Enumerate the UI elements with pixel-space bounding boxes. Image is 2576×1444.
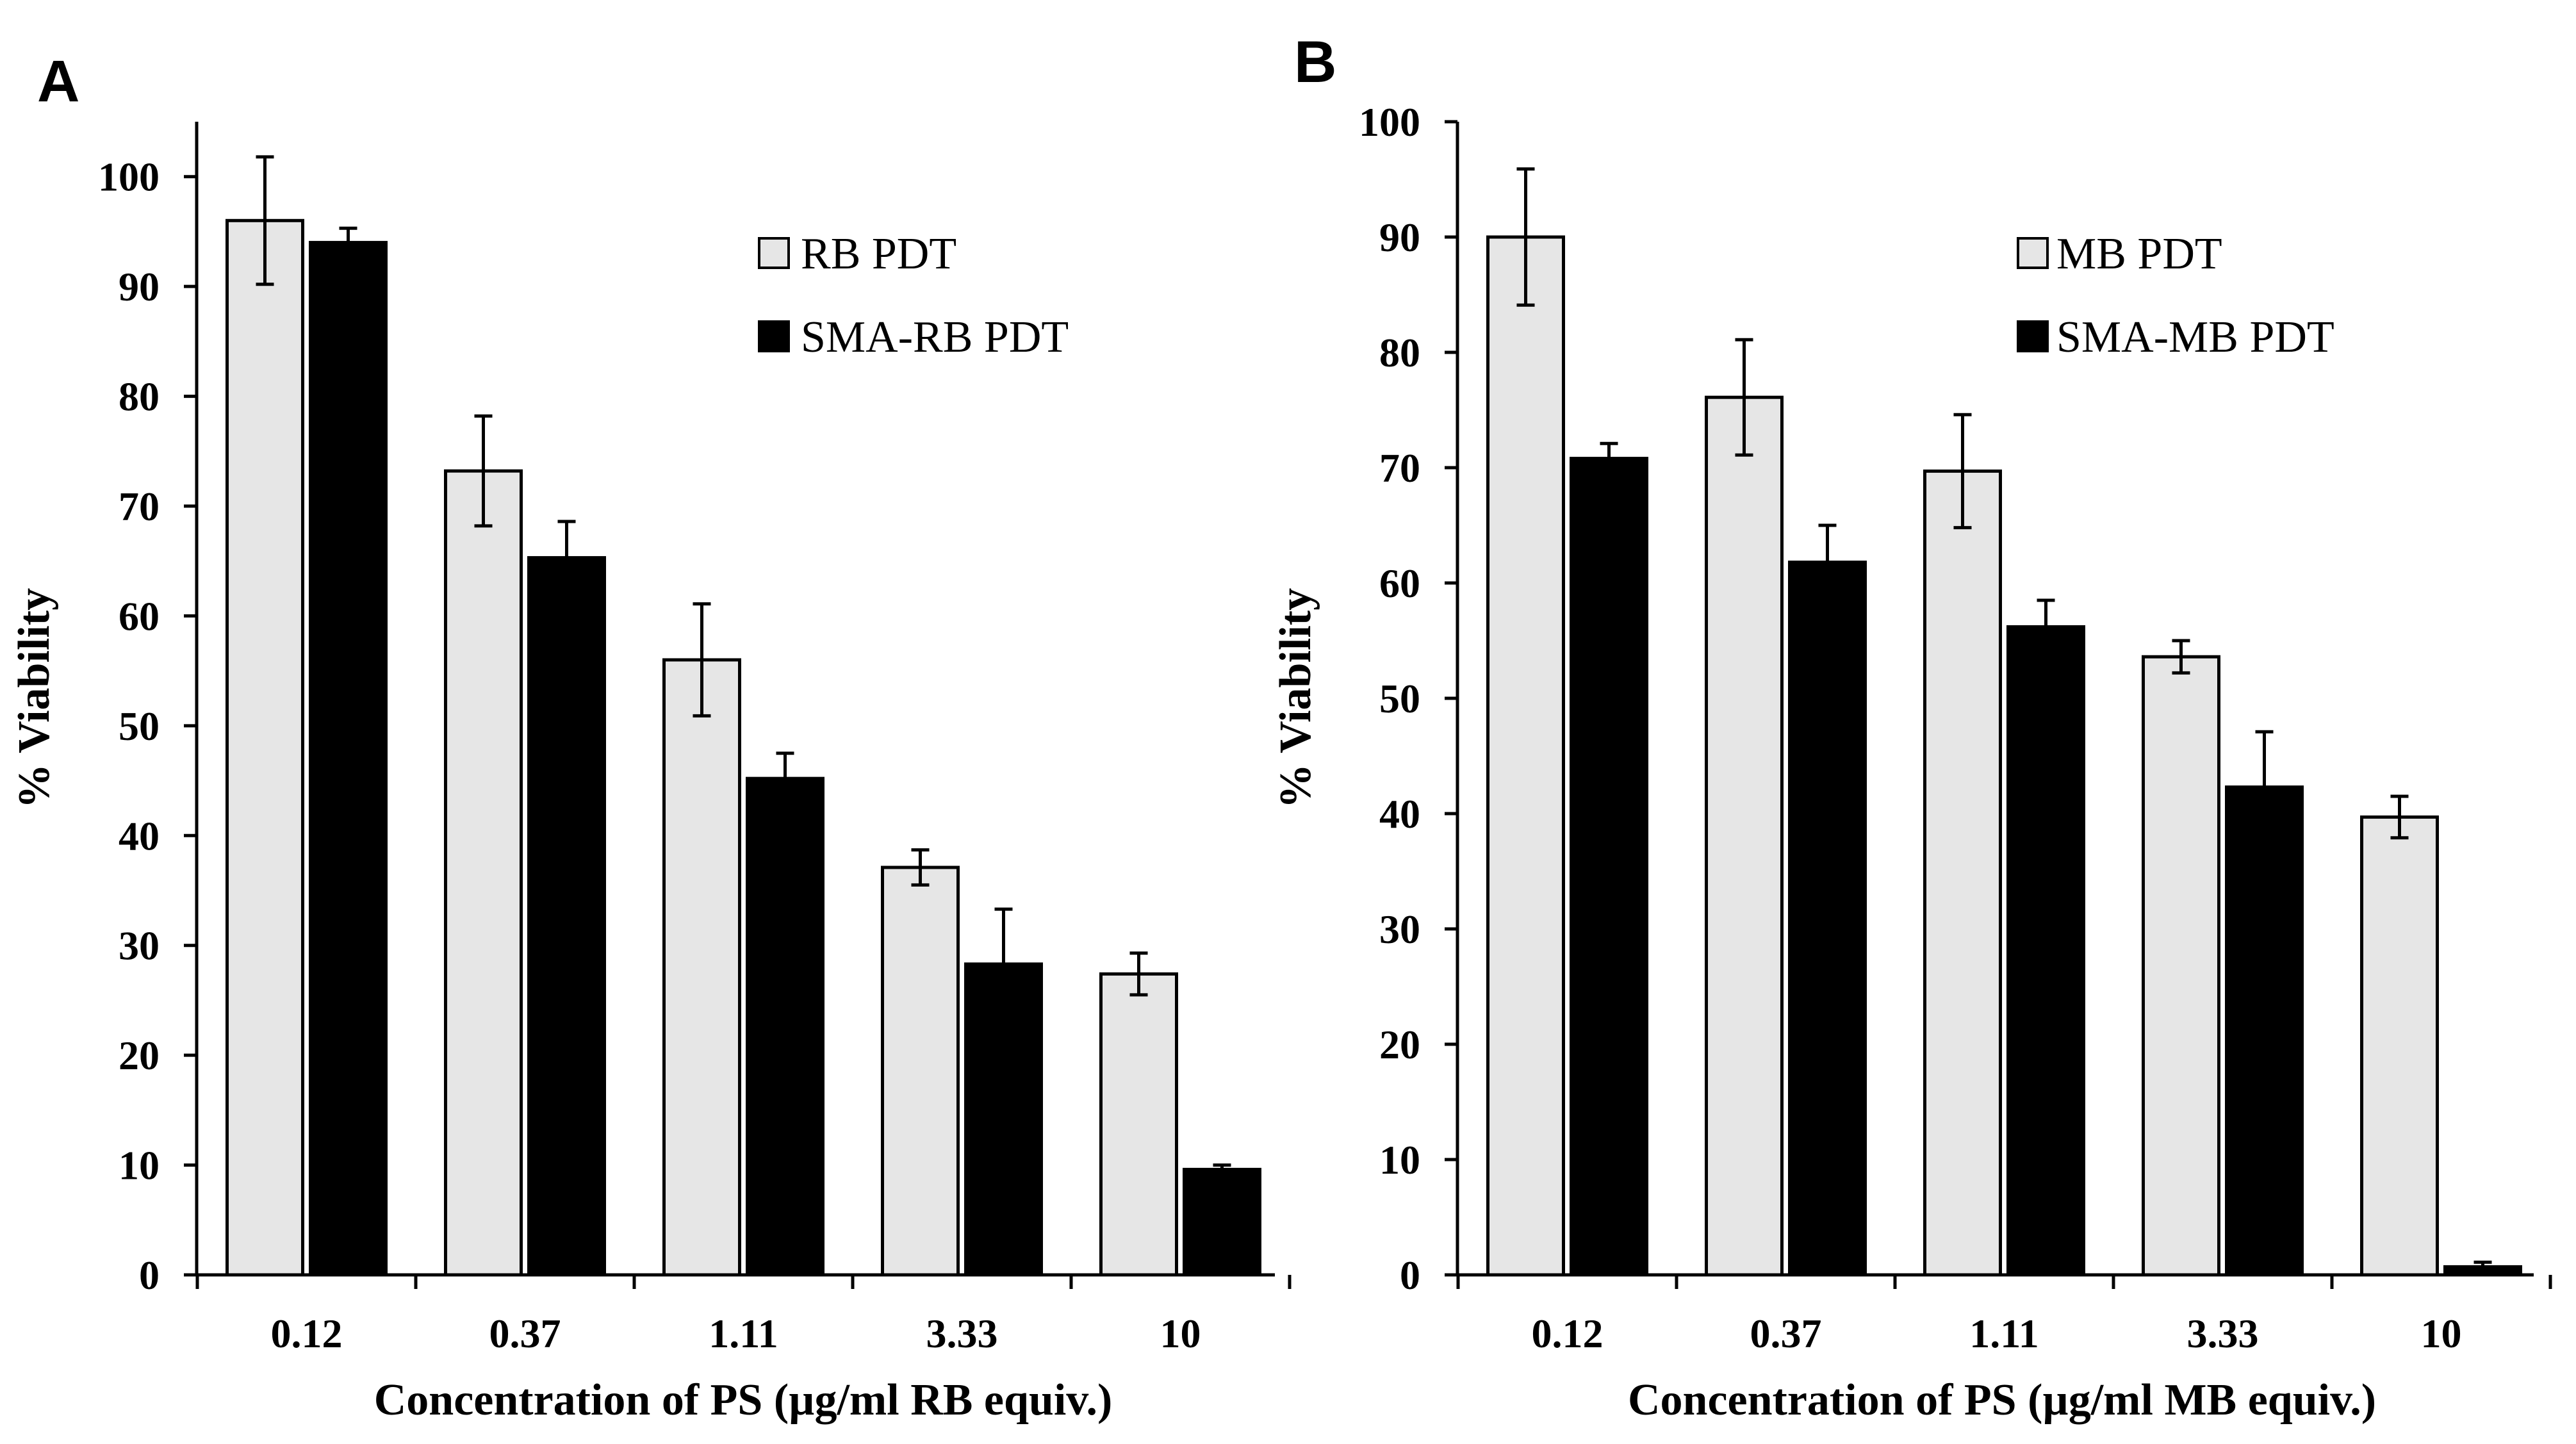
panel-a-legend: RB PDT SMA-RB PDT xyxy=(758,229,1069,362)
panel-b-x-tick-label: 10 xyxy=(2421,1311,2462,1356)
panel-b-x-tick-label: 1.11 xyxy=(1969,1311,2039,1356)
panel-b-y-tick-label: 80 xyxy=(1379,330,1420,375)
panel-b-y-tick-label: 10 xyxy=(1379,1137,1420,1183)
panel-a-y-tick-label: 30 xyxy=(119,923,160,969)
panel-a-x-tick-label: 0.37 xyxy=(489,1311,561,1356)
panel-a-x-tick-label: 3.33 xyxy=(926,1311,998,1356)
panel-a-y-tick-label: 90 xyxy=(119,264,160,309)
panel-b-legend-label-1: SMA-MB PDT xyxy=(2056,313,2334,362)
panel-b-bar-s0-c0 xyxy=(1486,235,1565,1277)
panel-a-y-tick-label: 100 xyxy=(98,154,160,200)
panel-a-bar-s0-c1 xyxy=(444,469,523,1277)
panel-b-chart: B 0 10 20 30 40 50 60 70 80 90 100 0.12 0.37 1.11 3.33… xyxy=(1271,29,2552,1425)
panel-a-bar-s1-c0 xyxy=(309,241,388,1277)
panel-a-y-tick-label: 60 xyxy=(119,593,160,639)
panel-b-bar-s0-c2 xyxy=(1923,469,2002,1277)
panel-b-x-tick-label: 0.12 xyxy=(1532,1311,1604,1356)
panel-b-y-axis-title: % Viability xyxy=(1271,588,1320,808)
panel-a-x-axis-title: Concentration of PS (µg/ml RB equiv.) xyxy=(374,1375,1113,1425)
panel-a-y-tick-label: 20 xyxy=(119,1033,160,1078)
panel-a-y-tick-label: 10 xyxy=(119,1143,160,1188)
panel-a-bar-s0-c3 xyxy=(881,866,960,1277)
panel-b-bar-s0-c4 xyxy=(2360,815,2439,1277)
panel-a-legend-swatch-1 xyxy=(758,320,790,352)
panel-a-legend-swatch-0 xyxy=(758,237,790,269)
panel-b-y-tick-label: 20 xyxy=(1379,1022,1420,1067)
panel-b-x-tick-label: 0.37 xyxy=(1750,1311,1822,1356)
panel-a-legend-label-1: SMA-RB PDT xyxy=(801,313,1069,362)
panel-a-y-axis-title: % Viability xyxy=(10,588,59,808)
panel-a-bar-s0-c2 xyxy=(662,658,741,1277)
panel-b-x-axis-title: Concentration of PS (µg/ml MB equiv.) xyxy=(1628,1375,2376,1425)
panel-a-bar-s1-c2 xyxy=(746,776,824,1277)
panel-b-legend-swatch-1 xyxy=(2017,320,2049,352)
panel-b-bar-s0-c3 xyxy=(2142,655,2220,1277)
panel-a-bar-s1-c1 xyxy=(527,556,606,1277)
panel-b-y-tick-label: 100 xyxy=(1359,99,1420,145)
panel-a-bar-s0-c4 xyxy=(1099,972,1178,1277)
panel-b-y-tick-label: 90 xyxy=(1379,215,1420,260)
panel-b-y-tick-label: 60 xyxy=(1379,561,1420,606)
panel-a-x-tick-label: 10 xyxy=(1160,1311,1201,1356)
panel-b-y-tick-label: 50 xyxy=(1379,676,1420,721)
panel-a-x-tick-label: 0.12 xyxy=(271,1311,343,1356)
panel-b-x-tick-label: 3.33 xyxy=(2187,1311,2259,1356)
panel-b-legend-label-0: MB PDT xyxy=(2056,229,2222,279)
panel-a-y-tick-label: 80 xyxy=(119,374,160,420)
panel-b-label: B xyxy=(1294,29,1336,95)
panel-a-label: A xyxy=(37,49,79,114)
panel-b-bar-s1-c2 xyxy=(2006,625,2085,1277)
panel-a-bar-s1-c4 xyxy=(1183,1167,1261,1277)
panel-b-bar-s1-c3 xyxy=(2225,785,2304,1277)
panel-b-y-tick-label: 30 xyxy=(1379,907,1420,952)
panel-b-y-tick-label: 70 xyxy=(1379,445,1420,491)
panel-a-y-tick-label: 0 xyxy=(139,1252,160,1298)
panel-a-y-tick-label: 40 xyxy=(119,813,160,858)
panel-b-bar-s0-c1 xyxy=(1705,395,1784,1277)
panel-a-bar-s0-c0 xyxy=(226,218,304,1277)
panel-b-y-tick-label: 40 xyxy=(1379,791,1420,837)
panel-b-bar-s1-c0 xyxy=(1570,457,1648,1277)
panel-a-legend-label-0: RB PDT xyxy=(801,229,956,279)
panel-a-y-tick-label: 70 xyxy=(119,484,160,529)
panel-b-y-tick-label: 0 xyxy=(1400,1252,1420,1298)
panel-b-legend: MB PDT SMA-MB PDT xyxy=(2017,229,2334,362)
panel-b-bar-s1-c1 xyxy=(1788,561,1867,1277)
panel-a-y-tick-label: 50 xyxy=(119,703,160,749)
panel-a-x-tick-label: 1.11 xyxy=(709,1311,778,1356)
panel-a-chart: A 0 10 20 30 40 50 60 70 80 90 100 0.12 0.37 1.11 3.33… xyxy=(10,49,1292,1425)
panel-b-legend-swatch-0 xyxy=(2017,237,2049,269)
